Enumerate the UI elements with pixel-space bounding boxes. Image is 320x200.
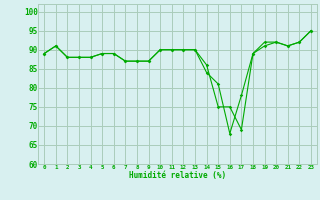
X-axis label: Humidité relative (%): Humidité relative (%) [129, 171, 226, 180]
